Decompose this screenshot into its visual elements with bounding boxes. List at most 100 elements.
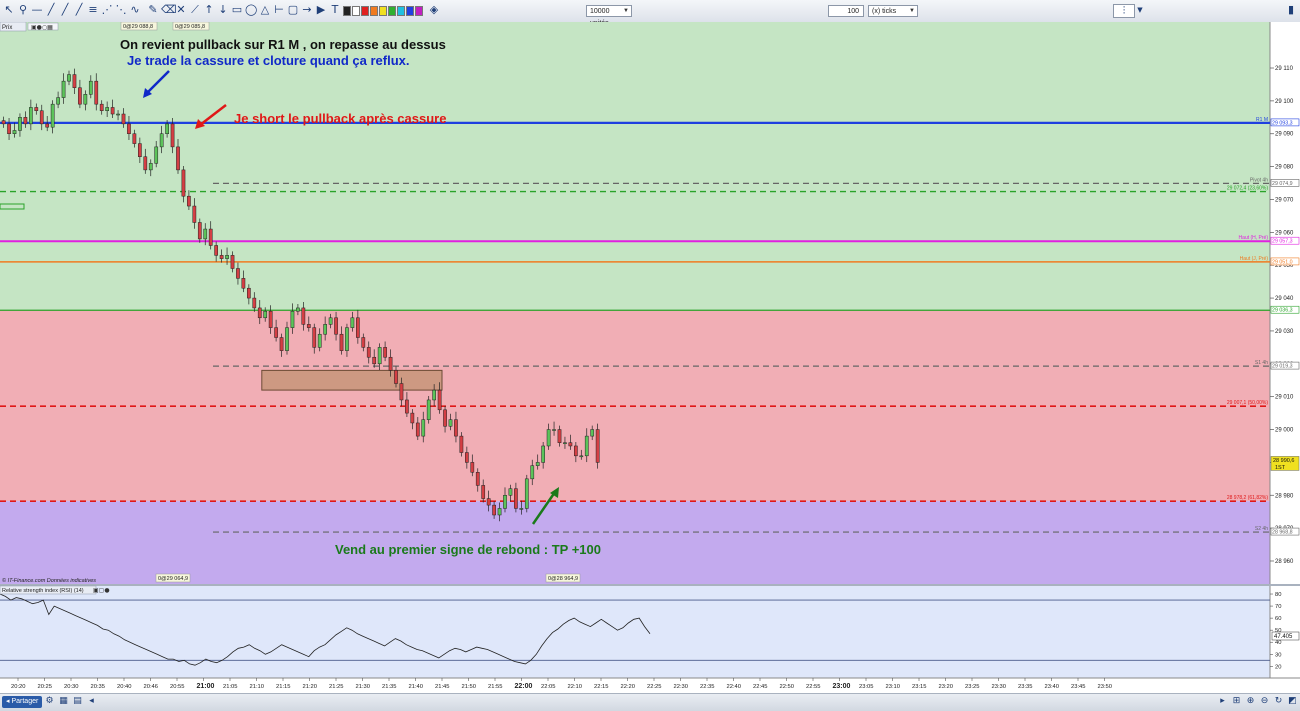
current-price-label: 28 990,6 <box>1273 458 1294 464</box>
candle-body <box>268 310 273 328</box>
horizontal-line-icon[interactable]: — <box>31 3 43 16</box>
level-tag-label: 29 036,3 <box>1272 308 1293 314</box>
box-icon[interactable]: ▢ <box>287 3 299 16</box>
brush-icon[interactable]: ✎ <box>148 3 158 16</box>
color-blue-swatch[interactable] <box>406 6 414 16</box>
cross-icon[interactable]: ✕ <box>176 3 186 16</box>
candle-body <box>421 419 426 437</box>
ticks-unit-select[interactable]: (x) ticks ▼ <box>868 5 918 17</box>
chevron-down-icon: ▼ <box>623 8 629 14</box>
color-black-swatch[interactable] <box>343 6 351 16</box>
color-magenta-swatch[interactable] <box>415 6 423 16</box>
color-cyan-swatch[interactable] <box>397 6 405 16</box>
candle-body <box>127 123 131 134</box>
candle-body <box>595 429 600 463</box>
candle-body <box>535 462 540 466</box>
ticks-input[interactable]: 100 <box>828 5 864 17</box>
time-label: 22:05 <box>541 684 556 690</box>
time-label: 21:10 <box>250 684 265 690</box>
lock-icon[interactable]: ◩ <box>1288 696 1297 706</box>
refresh-icon[interactable]: ↻ <box>1274 696 1283 706</box>
candle-body <box>372 356 377 365</box>
candle-body <box>552 429 556 431</box>
candle-body <box>497 508 502 516</box>
time-label: 22:10 <box>568 684 583 690</box>
trend-line-icon[interactable]: ╱ <box>61 3 69 16</box>
rectangle-icon[interactable]: ▭ <box>231 3 243 16</box>
share-icon: ◂ <box>6 698 12 705</box>
rsi-controls-icon[interactable]: ▣▢● <box>93 587 110 594</box>
table-icon[interactable]: ▤ <box>73 696 82 706</box>
fit-icon[interactable]: ⊞ <box>1232 696 1241 706</box>
candle-body <box>121 113 126 125</box>
scroll-icon[interactable]: ▸ <box>1220 696 1225 706</box>
price-tick-label: 29 030 <box>1275 329 1294 335</box>
chart-type-icon[interactable]: ⫶ <box>1113 4 1135 18</box>
color-yellow-swatch[interactable] <box>379 6 387 16</box>
chevron-down-icon[interactable]: ▼ <box>1137 6 1143 14</box>
time-label: 21:50 <box>462 684 477 690</box>
andrews-icon[interactable]: ⋱ <box>115 3 127 16</box>
candle-body <box>187 195 191 207</box>
line-break-icon[interactable]: ⟋ <box>191 3 199 16</box>
settings-icon[interactable]: ⚙ <box>45 696 54 706</box>
level-tag <box>1270 257 1300 266</box>
rsi-title: Relative strength index (RSI) (14) <box>2 588 84 594</box>
candle-body <box>214 245 219 256</box>
candle-body <box>328 317 333 325</box>
candle-body <box>241 278 246 289</box>
ellipse-icon[interactable]: ◯ <box>245 3 258 16</box>
panel-toggle-icon[interactable]: ▮ <box>1287 3 1295 16</box>
candle-body <box>170 123 175 148</box>
rsi-tick-label: 80 <box>1275 592 1281 598</box>
candle-body <box>563 442 567 444</box>
time-label: 22:00 <box>515 683 533 690</box>
candle-body <box>394 370 398 384</box>
candle-body <box>492 504 496 516</box>
quantity-select[interactable]: 10000 unités ▼ <box>586 5 632 27</box>
play-icon[interactable]: ▶ <box>316 3 326 16</box>
candle-body <box>12 130 17 134</box>
rsi-tick-label: 30 <box>1275 652 1281 658</box>
zoom-in-icon[interactable]: ⊕ <box>1246 696 1255 706</box>
zoom-out-icon[interactable]: ⊖ <box>1260 696 1269 706</box>
triangle-icon[interactable]: △ <box>260 3 270 16</box>
candle-body <box>176 146 180 171</box>
eraser-icon[interactable]: ⌫ <box>161 3 177 16</box>
rsi-tick-label: 40 <box>1275 640 1281 646</box>
segment-icon[interactable]: ╱ <box>47 3 55 16</box>
arrow-up-icon[interactable]: ↑ <box>204 3 214 16</box>
measure-icon[interactable]: ⊢ <box>274 3 284 16</box>
candle-body <box>290 310 295 328</box>
level-tag <box>1270 118 1300 127</box>
candle-body <box>132 133 137 144</box>
price-chart[interactable]: 29 110 29 100 29 090 29 080 29 070 29 060 29 0… <box>0 22 1300 693</box>
level-name: S2 4h <box>1255 526 1268 532</box>
color-red-swatch[interactable] <box>361 6 369 16</box>
arrow-down-icon[interactable]: ↓ <box>218 3 228 16</box>
wave-icon[interactable]: ∿ <box>130 3 140 16</box>
color-green-swatch[interactable] <box>388 6 396 16</box>
color-orange-swatch[interactable] <box>370 6 378 16</box>
layout-icon[interactable]: ▦ <box>59 696 68 706</box>
candle-body <box>579 455 584 458</box>
rsi-tick-labels: 80 70 60 50 40 30 20 <box>1270 592 1281 670</box>
fibonacci-icon[interactable]: ⋰ <box>101 3 113 16</box>
channel-icon[interactable]: ≡ <box>88 3 98 16</box>
scroll-left-icon[interactable]: ◂ <box>89 696 94 706</box>
resistance-box[interactable] <box>261 369 443 391</box>
pointer-icon[interactable]: ↖ <box>4 3 14 16</box>
level-name: Haut (J, Pré) <box>1240 256 1269 262</box>
share-button[interactable]: ◂ Partager <box>2 696 43 708</box>
rsi-panel[interactable] <box>0 586 1270 678</box>
ray-icon[interactable]: ╱ <box>75 3 83 16</box>
candle-body <box>50 103 55 128</box>
palette-icon[interactable]: ◈ <box>429 3 439 16</box>
arrow-right-icon[interactable]: → <box>302 3 312 16</box>
color-white-swatch[interactable] <box>352 6 360 16</box>
panel-controls-icon[interactable]: ▣●○▦ <box>31 24 53 31</box>
candle-body <box>72 74 77 88</box>
zoom-icon[interactable]: ⚲ <box>18 3 28 16</box>
candle-body <box>18 117 22 131</box>
text-icon[interactable]: T <box>331 3 339 16</box>
